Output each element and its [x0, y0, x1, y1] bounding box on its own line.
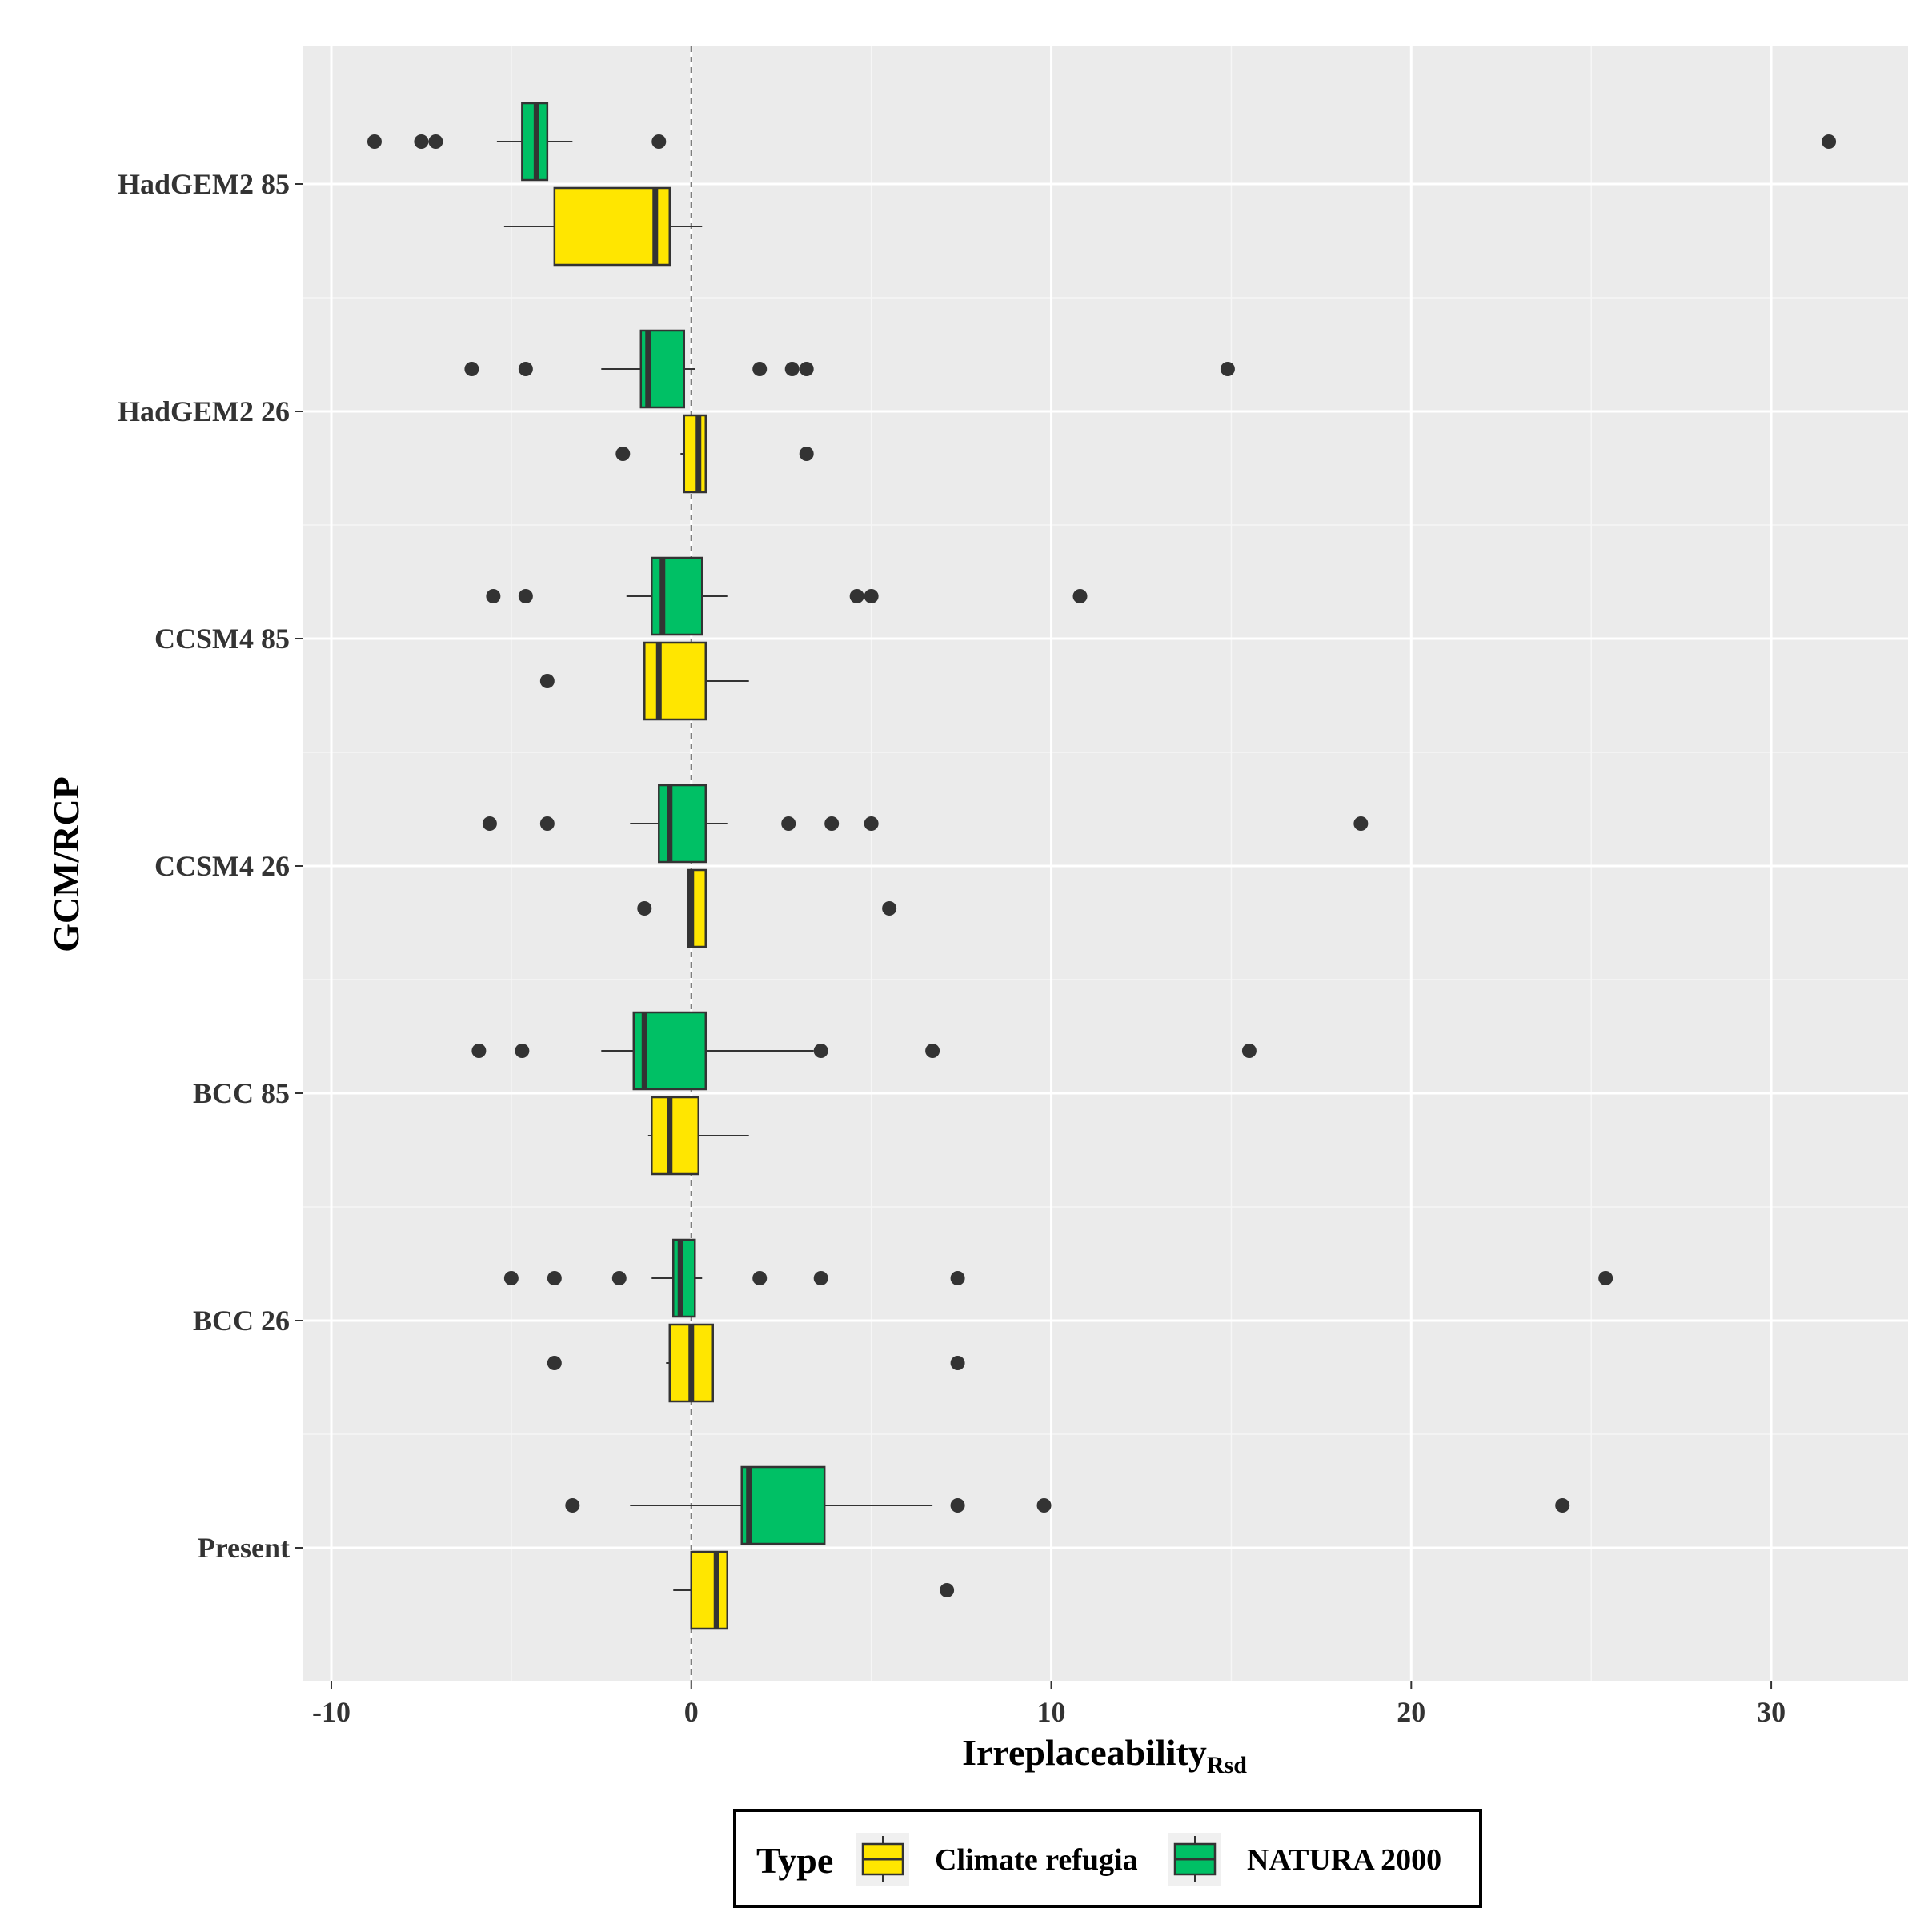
outlier-point — [367, 134, 382, 149]
outlier-point — [503, 1271, 519, 1285]
box-iqr — [651, 556, 703, 636]
y-tick-label: Present — [198, 1532, 290, 1564]
box-iqr — [740, 1465, 826, 1545]
box-climate-refugia — [615, 414, 814, 494]
outlier-point — [950, 1356, 965, 1370]
outlier-point — [799, 362, 814, 376]
x-tick-label: 20 — [1397, 1696, 1425, 1728]
box-climate-refugia — [503, 186, 703, 267]
outlier-point — [651, 134, 667, 149]
y-tick-label: HadGEM2 26 — [118, 395, 290, 427]
outlier-point — [471, 1044, 487, 1058]
y-tick-label: CCSM4 26 — [154, 850, 290, 882]
outlier-point — [813, 1044, 828, 1058]
box-iqr — [672, 1238, 696, 1318]
legend-entry-label: NATURA 2000 — [1247, 1843, 1441, 1877]
outlier-point — [486, 589, 501, 603]
outlier-point — [950, 1498, 965, 1513]
legend: Type Climate refugia NATURA 2000 — [733, 1809, 1482, 1908]
box-natura-2000 — [482, 784, 1369, 864]
x-tick-label: -10 — [312, 1696, 351, 1728]
box-climate-refugia — [673, 1550, 955, 1630]
box-natura-2000 — [367, 102, 1837, 182]
box-iqr — [651, 1096, 700, 1176]
box-climate-refugia — [547, 1323, 965, 1403]
box-natura-2000 — [471, 1011, 1257, 1091]
outlier-point — [1822, 134, 1837, 149]
x-tick-label: 30 — [1757, 1696, 1786, 1728]
y-axis-title: GCM/RCP — [46, 776, 86, 952]
outlier-point — [464, 362, 479, 376]
box-iqr — [690, 1550, 728, 1630]
box-iqr — [643, 641, 707, 721]
outlier-point — [547, 1271, 562, 1285]
box-natura-2000 — [486, 556, 1088, 636]
y-tick-label: CCSM4 85 — [154, 623, 290, 655]
box-natura-2000 — [503, 1238, 1613, 1318]
legend-entry: Climate refugia — [856, 1833, 1138, 1886]
outlier-point — [752, 362, 768, 376]
box-climate-refugia — [539, 641, 749, 721]
outlier-point — [1241, 1044, 1257, 1058]
box-climate-refugia — [637, 868, 897, 948]
x-axis-title: IrreplaceabilityRsd — [962, 1732, 1247, 1778]
outlier-point — [813, 1271, 828, 1285]
outlier-point — [1220, 362, 1235, 376]
outlier-point — [799, 447, 814, 461]
outlier-point — [565, 1498, 580, 1513]
outlier-point — [940, 1583, 955, 1597]
box-iqr — [658, 784, 707, 864]
outlier-point — [781, 816, 796, 831]
outlier-point — [518, 362, 533, 376]
outlier-point — [1036, 1498, 1052, 1513]
boxes-layer — [367, 102, 1837, 1630]
outlier-point — [864, 589, 879, 603]
outlier-point — [1353, 816, 1369, 831]
outlier-point — [428, 134, 443, 149]
outlier-point — [824, 816, 840, 831]
outlier-point — [611, 1271, 627, 1285]
box-iqr — [683, 414, 707, 494]
outlier-point — [515, 1044, 530, 1058]
outlier-point — [1598, 1271, 1613, 1285]
legend-entries: Climate refugia NATURA 2000 — [856, 1833, 1441, 1886]
y-tick-label: BCC 26 — [193, 1305, 290, 1337]
outlier-point — [539, 816, 555, 831]
x-tick-label: 0 — [684, 1696, 699, 1728]
outlier-point — [547, 1356, 562, 1370]
outlier-point — [925, 1044, 940, 1058]
box-climate-refugia — [647, 1096, 749, 1176]
outlier-point — [849, 589, 864, 603]
box-iqr — [553, 186, 671, 267]
legend-entry-label: Climate refugia — [935, 1843, 1138, 1877]
outlier-point — [1555, 1498, 1570, 1513]
legend-title: Type — [756, 1840, 833, 1881]
outlier-point — [752, 1271, 768, 1285]
x-axis-title-main: Irreplaceability — [962, 1732, 1207, 1773]
outlier-point — [615, 447, 631, 461]
plot-panel — [303, 46, 1908, 1681]
outlier-point — [784, 362, 800, 376]
outlier-point — [414, 134, 429, 149]
outlier-point — [1072, 589, 1088, 603]
y-tick-label: BCC 85 — [193, 1077, 290, 1109]
x-axis-title-subscript: Rsd — [1207, 1752, 1247, 1778]
outlier-point — [637, 901, 652, 916]
outlier-point — [882, 901, 897, 916]
outlier-point — [482, 816, 497, 831]
x-axis: -10 0 10 20 30 — [312, 1681, 1786, 1728]
box-natura-2000 — [464, 329, 1235, 409]
box-natura-2000 — [565, 1465, 1570, 1545]
outlier-point — [518, 589, 533, 603]
outlier-point — [539, 674, 555, 688]
legend-entry: NATURA 2000 — [1168, 1833, 1441, 1886]
x-tick-label: 10 — [1037, 1696, 1066, 1728]
y-axis: HadGEM2 85 HadGEM2 26 CCSM4 85 CCSM4 26 BCC … — [118, 168, 303, 1564]
outlier-point — [950, 1271, 965, 1285]
outlier-point — [864, 816, 879, 831]
y-tick-label: HadGEM2 85 — [118, 168, 290, 200]
